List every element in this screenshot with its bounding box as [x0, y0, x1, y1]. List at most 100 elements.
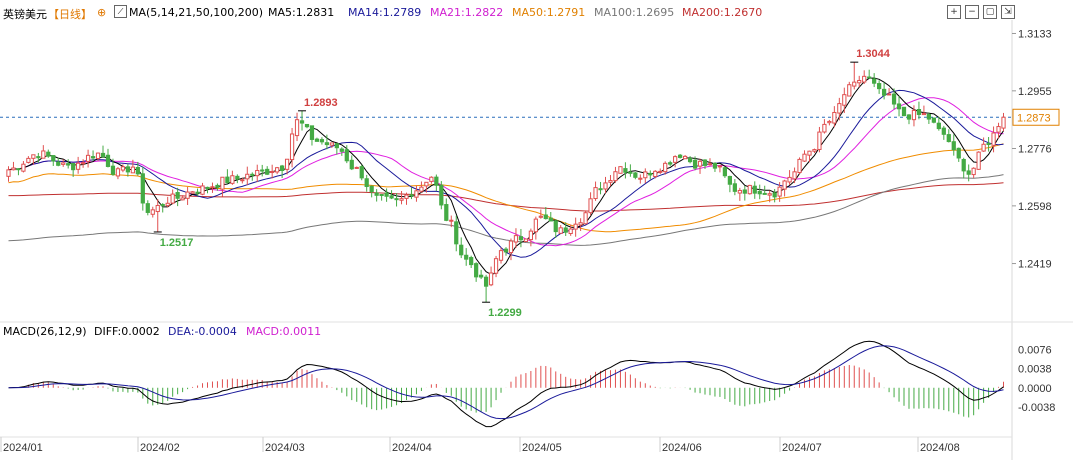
candle-body: [757, 190, 762, 195]
candle-body: [483, 276, 489, 287]
macd-hist-value: MACD:0.0011: [246, 325, 322, 338]
candle-body: [548, 217, 553, 222]
macd-dea: DEA:-0.0004: [168, 325, 237, 338]
ma5-value: MA5:1.2831: [268, 6, 335, 19]
candle-body: [603, 182, 608, 190]
period-label[interactable]: 【日线】: [48, 8, 92, 21]
candle-body: [314, 138, 320, 142]
candle-body: [593, 187, 598, 200]
candle-body: [140, 173, 145, 204]
candle-body: [6, 169, 11, 177]
zoom-in-icon[interactable]: +: [947, 5, 961, 19]
candle-body: [588, 198, 593, 214]
candle-body: [503, 248, 509, 253]
candle-body: [717, 165, 723, 168]
candle-body: [180, 197, 185, 201]
candle-body: [991, 132, 996, 146]
candle-body: [941, 127, 946, 135]
candle-body: [797, 158, 802, 173]
candle-body: [827, 120, 832, 124]
candle-body: [777, 186, 782, 197]
candle-body: [474, 263, 479, 278]
candle-body: [284, 158, 290, 170]
candle-body: [528, 230, 533, 241]
candle-body: [469, 257, 474, 266]
candle-body: [240, 179, 245, 182]
candle-body: [439, 184, 444, 206]
candle-body: [215, 184, 220, 188]
candle-body: [294, 119, 300, 137]
candle-body: [663, 162, 668, 173]
candle-body: [319, 139, 325, 143]
macd-params: MACD(26,12,9): [3, 325, 87, 338]
candle-body: [668, 162, 673, 165]
candle-body: [36, 156, 41, 159]
candle-body: [424, 181, 429, 187]
candle-body: [981, 143, 986, 152]
candle-body: [692, 159, 698, 169]
candle-body: [280, 165, 285, 172]
ma-indicator-icon[interactable]: ⟋: [114, 5, 127, 18]
candle-body: [414, 190, 419, 198]
candle-body: [100, 152, 106, 158]
candle-body: [150, 209, 155, 215]
candle-body: [847, 84, 852, 97]
candle-body: [772, 192, 777, 198]
candle-body: [329, 142, 334, 146]
ma21-line: [8, 97, 1004, 247]
candle-body: [638, 177, 643, 180]
candle-body: [916, 109, 922, 115]
candle-body: [95, 152, 101, 160]
candle-body: [971, 167, 976, 176]
zoom-out-icon[interactable]: −: [965, 5, 979, 19]
candle-body: [658, 170, 663, 173]
candle-body: [673, 156, 678, 163]
time-tick-label: 2024/02: [140, 442, 180, 454]
candle-body: [404, 194, 409, 199]
ma21-value: MA21:1.2822: [430, 6, 504, 19]
candle-body: [41, 150, 46, 159]
candle-body: [309, 125, 315, 140]
time-tick-label: 2024/06: [662, 442, 702, 454]
settings-gear-icon[interactable]: ⊕: [97, 6, 107, 19]
candle-body: [275, 167, 280, 173]
candle-body: [618, 166, 623, 174]
current-price-label: 1.2873: [1017, 112, 1051, 124]
macd-diff: DIFF:0.0002: [94, 325, 160, 338]
candle-body: [857, 79, 862, 84]
candle-body: [896, 103, 902, 110]
candle-body: [956, 147, 961, 159]
candle-body: [125, 166, 131, 173]
candle-body: [762, 192, 767, 195]
ma-params: MA(5,14,21,50,100,200): [129, 6, 264, 19]
expand-icon[interactable]: ▢: [983, 5, 997, 19]
low-annotation: 1.2517: [160, 237, 194, 249]
candle-body: [523, 238, 529, 242]
current-price-box: [1012, 108, 1060, 126]
candle-body: [80, 162, 86, 165]
candle-body: [891, 93, 897, 105]
time-tick-label: 2024/08: [920, 442, 960, 454]
candle-body: [817, 131, 822, 150]
candle-body: [727, 175, 732, 185]
candle-body: [752, 185, 757, 194]
candle-body: [175, 192, 180, 199]
candle-body: [513, 235, 519, 243]
candle-body: [46, 151, 51, 157]
candle-body: [822, 123, 827, 133]
settings-icon[interactable]: ⇲: [1001, 5, 1015, 19]
candle-body: [832, 111, 837, 124]
candle-body: [648, 172, 653, 176]
ma200-value: MA200:1.2670: [682, 6, 763, 19]
candle-body: [364, 178, 369, 187]
candle-body: [130, 166, 135, 174]
candle-body: [409, 194, 414, 197]
ma14-value: MA14:1.2789: [348, 6, 422, 19]
candle-body: [812, 149, 817, 152]
candle-body: [802, 153, 807, 162]
candle-body: [901, 106, 907, 117]
candle-body: [210, 186, 215, 189]
candle-body: [115, 168, 121, 177]
candle-body: [732, 183, 737, 192]
